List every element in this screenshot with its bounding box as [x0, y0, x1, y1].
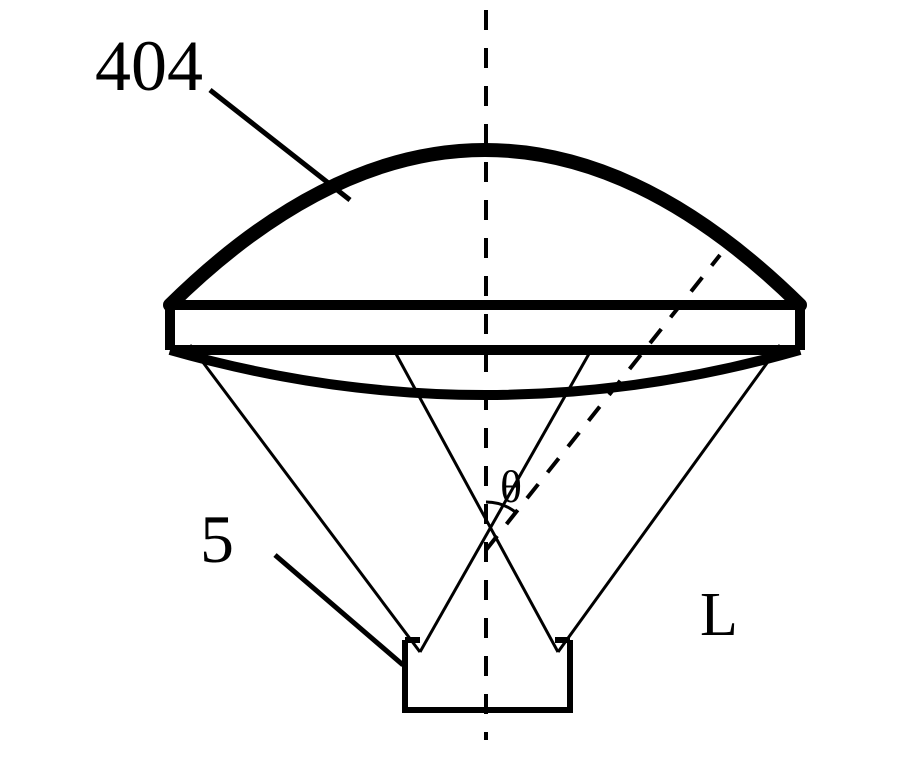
diagram-root: 404 5 θ L [0, 0, 915, 762]
label-5: 5 [200, 500, 234, 579]
leader-5 [275, 555, 403, 665]
leader-404 [210, 90, 350, 200]
label-theta: θ [500, 460, 522, 513]
diagram-svg [0, 0, 915, 762]
label-L: L [700, 580, 738, 651]
label-404: 404 [95, 25, 203, 108]
